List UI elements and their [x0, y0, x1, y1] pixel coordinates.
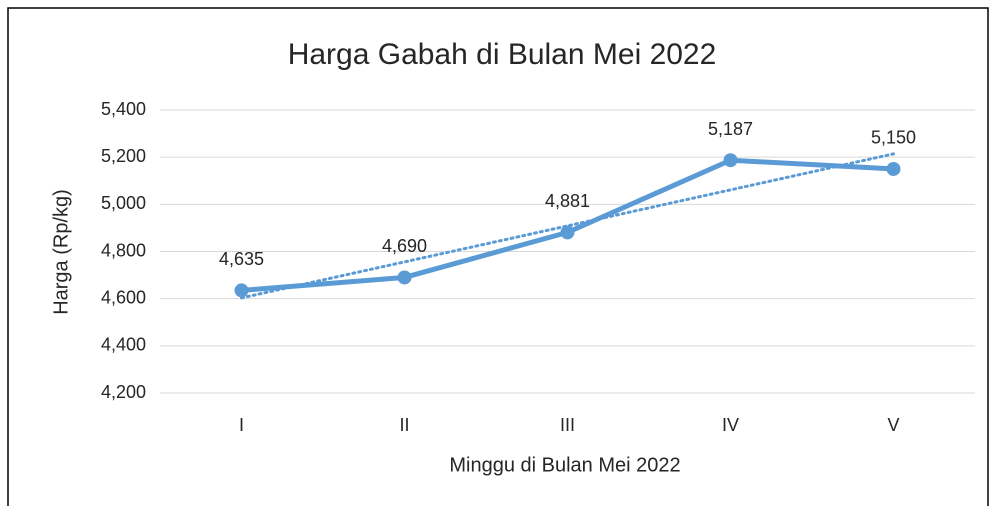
y-tick-label: 4,400	[101, 335, 146, 355]
data-point	[723, 153, 738, 168]
y-tick-label: 4,200	[101, 382, 146, 402]
data-point	[560, 225, 575, 240]
data-label: 4,690	[382, 236, 427, 256]
y-tick-label: 4,600	[101, 287, 146, 307]
y-tick-label: 5,000	[101, 193, 146, 213]
data-label: 5,150	[871, 128, 916, 148]
x-tick-label: V	[887, 415, 899, 435]
x-tick-label: II	[399, 415, 409, 435]
data-label: 5,187	[708, 119, 753, 139]
x-axis-label: Minggu di Bulan Mei 2022	[449, 454, 680, 476]
chart-border	[7, 7, 989, 506]
data-point	[234, 283, 249, 298]
y-axis-label: Harga (Rp/kg)	[50, 189, 72, 315]
x-tick-label: III	[560, 415, 575, 435]
y-tick-label: 4,800	[101, 240, 146, 260]
data-label: 4,635	[219, 249, 264, 269]
x-tick-label: I	[239, 415, 244, 435]
trendline	[240, 152, 895, 300]
x-tick-label: IV	[722, 415, 739, 435]
data-point	[886, 161, 901, 176]
y-tick-label: 5,400	[101, 99, 146, 119]
data-point	[397, 270, 412, 285]
data-label: 4,881	[545, 191, 590, 211]
y-tick-label: 5,200	[101, 146, 146, 166]
chart-title: Harga Gabah di Bulan Mei 2022	[288, 38, 717, 71]
